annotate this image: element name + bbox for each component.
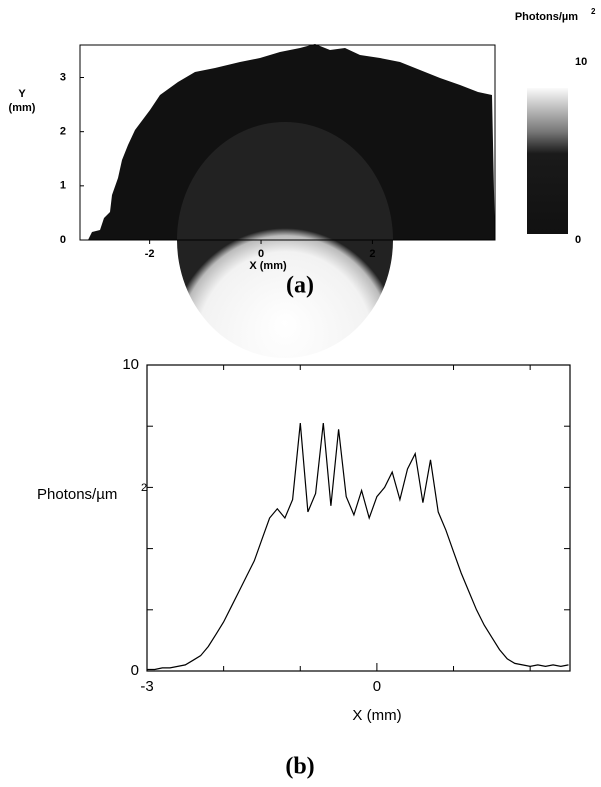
plot-frame [146,364,571,672]
y-tick-label: 0 [131,662,139,679]
colorbar-tick-label: 10 [575,56,587,68]
y-tick-label: 10 [122,356,139,373]
profile-line [147,423,569,671]
y-axis-label: Photons/µm [37,486,117,503]
y-axis-label-sup: 2 [141,482,147,494]
x-tick-label: 2 [369,248,375,260]
y-axis-label: Y [18,88,26,100]
y-tick-label: 3 [60,71,66,83]
x-axis-label: X (mm) [249,260,287,272]
x-tick-label: -2 [145,248,155,260]
caption: (a) [286,273,314,299]
x-tick-label: -3 [140,678,153,695]
caption: (b) [285,754,314,780]
x-axis-label: X (mm) [352,707,401,724]
y-tick-label: 2 [60,126,66,138]
y-axis-label: (mm) [9,102,36,114]
heatmap-image [79,44,568,358]
y-tick-label: 1 [60,180,66,192]
y-tick-label: 0 [60,234,66,246]
x-tick-label: 0 [258,248,264,260]
colorbar-label: Photons/µm [515,11,578,23]
colorbar-label-sup: 2 [591,7,596,16]
x-tick-label: 0 [373,678,381,695]
colorbar-tick-label: 0 [575,234,581,246]
